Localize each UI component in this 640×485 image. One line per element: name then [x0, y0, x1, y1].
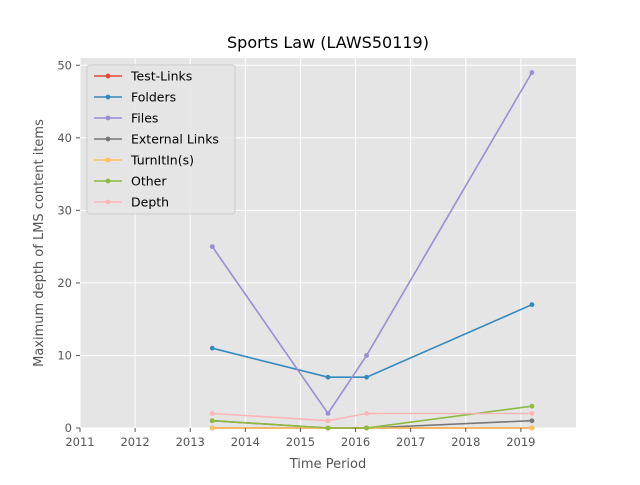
legend-label-turnitin-s: TurnItIn(s): [130, 153, 194, 168]
legend-swatch-marker: [105, 199, 111, 205]
ticks: 2011 2012 2013 2014 2015 2016 2017 2018 2019 0 10 2…: [57, 58, 535, 449]
y-tick-label: 30: [57, 203, 72, 217]
data-point: [364, 425, 369, 431]
legend-label-other: Other: [131, 174, 167, 189]
legend-label-depth: Depth: [131, 195, 169, 210]
legend-label-folders: Folders: [131, 90, 176, 105]
data-point: [325, 425, 331, 431]
data-point: [325, 411, 331, 416]
legend-swatch-marker: [105, 73, 111, 79]
legend-label-files: Files: [131, 111, 158, 126]
y-tick-label: 40: [57, 131, 72, 145]
legend-box: [86, 64, 236, 215]
x-tick-label: 2019: [506, 435, 535, 449]
legend-swatch-marker: [105, 178, 111, 184]
x-tick-label: 2018: [451, 435, 480, 449]
legend-swatch-marker: [105, 136, 111, 142]
y-tick-label: 20: [57, 276, 72, 290]
data-point: [325, 374, 331, 380]
legend-label-test-links: Test-Links: [130, 69, 192, 84]
y-tick-label: 10: [57, 348, 72, 362]
legend: Test-Links Folders Files External Links Turn…: [86, 64, 236, 215]
legend-swatch-marker: [105, 94, 111, 100]
data-point: [529, 418, 535, 424]
series-folders: [209, 302, 535, 380]
series-depth: [209, 411, 535, 424]
series-layer: [209, 70, 535, 431]
data-point: [209, 425, 215, 431]
series-line: [212, 303, 533, 379]
x-tick-label: 2012: [120, 435, 149, 449]
data-point: [529, 70, 535, 75]
data-point: [529, 411, 535, 416]
data-point: [529, 403, 535, 409]
y-tick-label: 0: [65, 421, 72, 435]
y-axis-title: Maximum depth of LMS content items: [32, 119, 47, 367]
data-point: [325, 418, 331, 424]
data-point: [529, 302, 535, 308]
series-line: [212, 412, 532, 422]
x-tick-label: 2011: [65, 435, 94, 449]
series-files: [209, 70, 535, 416]
data-point: [209, 345, 215, 351]
data-point: [364, 411, 369, 416]
x-tick-label: 2013: [176, 435, 205, 449]
y-tick-label: 50: [57, 58, 72, 72]
data-point: [364, 353, 369, 358]
chart-title: Sports Law (LAWS50119): [227, 33, 429, 52]
series-line: [211, 72, 533, 415]
legend-label-external-links: External Links: [131, 132, 219, 147]
data-point: [364, 374, 369, 380]
x-tick-label: 2017: [396, 435, 425, 449]
series-other: [209, 403, 535, 431]
x-tick-label: 2014: [231, 435, 260, 449]
series-line: [212, 405, 533, 429]
data-point: [529, 425, 535, 431]
x-tick-label: 2015: [286, 435, 315, 449]
data-point: [209, 411, 215, 416]
x-tick-label: 2016: [341, 435, 370, 449]
data-point: [209, 244, 215, 250]
legend-swatch-marker: [105, 115, 111, 121]
data-point: [209, 418, 215, 424]
legend-swatch-marker: [105, 157, 111, 163]
x-axis-title: Time Period: [289, 457, 366, 472]
